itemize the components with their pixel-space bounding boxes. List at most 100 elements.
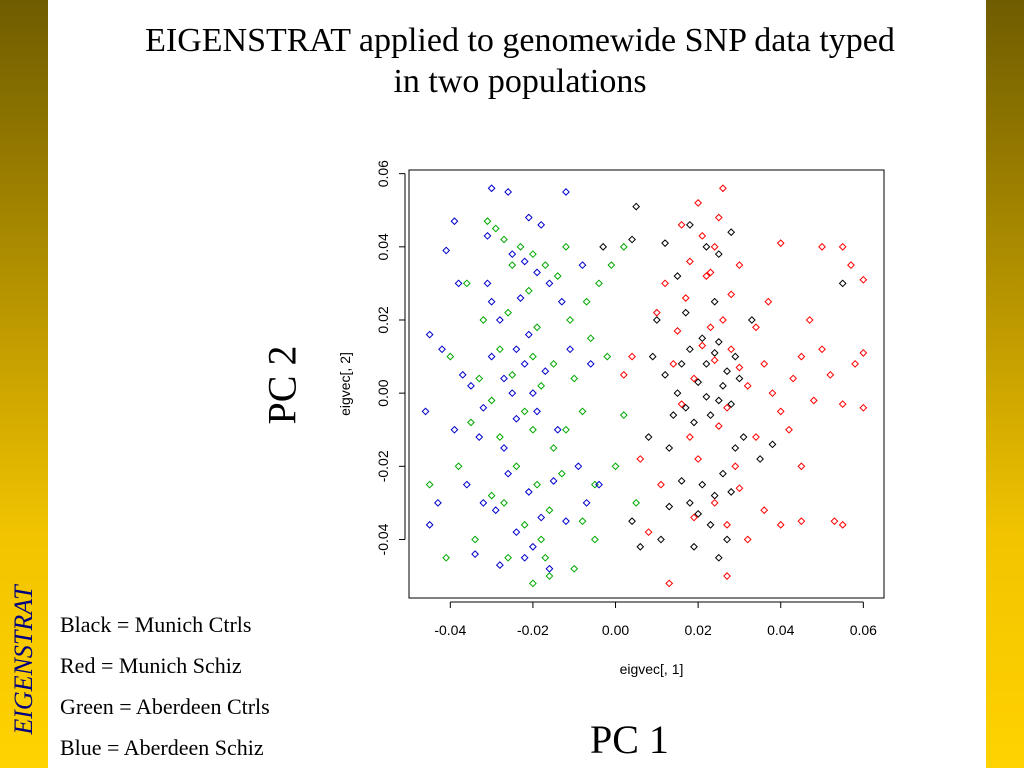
data-point xyxy=(632,498,641,507)
data-point xyxy=(673,389,682,398)
data-point xyxy=(450,425,459,434)
data-point xyxy=(570,374,579,383)
data-point xyxy=(553,425,562,434)
data-point xyxy=(859,403,868,412)
data-point xyxy=(661,370,669,379)
data-point xyxy=(747,316,756,324)
data-point xyxy=(479,316,488,324)
data-point xyxy=(702,392,711,401)
data-point xyxy=(756,455,764,463)
data-point xyxy=(487,352,496,361)
data-point xyxy=(619,411,628,420)
data-point xyxy=(681,294,690,302)
data-point xyxy=(495,433,504,441)
data-point xyxy=(508,261,517,270)
data-point xyxy=(838,279,847,288)
data-point xyxy=(545,564,554,573)
data-point xyxy=(760,506,769,515)
data-point xyxy=(838,520,847,529)
data-point xyxy=(760,359,769,368)
data-point xyxy=(719,381,727,390)
data-point xyxy=(520,359,529,368)
data-point xyxy=(735,374,744,383)
data-point xyxy=(797,352,806,361)
data-point xyxy=(582,498,591,507)
right-decor-bar xyxy=(986,0,1024,768)
data-point xyxy=(681,308,690,317)
data-point xyxy=(541,367,550,376)
data-point xyxy=(529,389,537,398)
data-point xyxy=(566,316,574,324)
data-point xyxy=(545,279,554,288)
data-point xyxy=(487,491,496,500)
data-point xyxy=(851,359,859,368)
data-point xyxy=(809,396,818,405)
data-point xyxy=(628,517,636,526)
x-tick-label: 0.00 xyxy=(602,622,629,638)
data-point xyxy=(487,297,496,306)
data-point xyxy=(818,242,826,251)
data-point xyxy=(491,224,500,233)
data-point xyxy=(818,345,826,354)
data-point xyxy=(719,316,727,324)
data-point xyxy=(537,220,546,229)
data-point xyxy=(475,433,484,441)
x-tick-label: -0.04 xyxy=(434,622,466,638)
data-point xyxy=(425,330,434,339)
data-point xyxy=(694,509,703,518)
data-point xyxy=(483,217,492,226)
legend-item-munich-schiz: Red = Munich Schiz xyxy=(60,653,242,678)
data-point xyxy=(483,279,492,288)
data-point xyxy=(735,484,744,493)
data-point xyxy=(578,407,587,416)
data-point xyxy=(487,396,496,405)
data-point xyxy=(529,425,537,434)
data-point xyxy=(859,275,868,284)
data-point xyxy=(694,455,703,463)
data-point xyxy=(764,297,773,306)
data-point xyxy=(434,498,442,507)
data-point xyxy=(508,389,517,398)
data-point xyxy=(797,462,806,471)
data-point xyxy=(652,308,661,317)
data-point xyxy=(446,352,455,361)
data-point xyxy=(421,407,430,416)
data-point xyxy=(545,506,554,515)
data-point xyxy=(524,330,533,339)
data-point xyxy=(714,213,723,222)
data-point xyxy=(677,220,686,229)
data-point xyxy=(727,488,736,496)
data-point xyxy=(586,334,595,343)
data-point xyxy=(673,272,682,280)
data-point xyxy=(628,352,636,361)
data-point xyxy=(438,345,446,354)
data-point xyxy=(607,261,616,270)
data-point xyxy=(632,202,641,211)
data-point xyxy=(830,517,839,526)
x-axis-label: eigvec[, 1] xyxy=(620,661,684,677)
data-point xyxy=(805,316,814,324)
data-point xyxy=(752,433,760,441)
y-tick-label: -0.04 xyxy=(375,523,391,555)
title-line-2: in two populations xyxy=(393,63,647,100)
data-point xyxy=(425,480,434,489)
data-point xyxy=(739,433,748,441)
x-tick-label: 0.04 xyxy=(767,622,794,638)
data-point xyxy=(533,268,541,277)
data-point xyxy=(562,242,570,251)
data-point xyxy=(690,374,698,383)
data-point xyxy=(636,542,645,551)
data-point xyxy=(677,477,686,485)
data-point xyxy=(706,323,715,332)
data-point xyxy=(557,469,566,478)
data-point xyxy=(574,462,583,471)
data-point xyxy=(710,348,719,357)
data-point xyxy=(537,535,546,544)
data-point xyxy=(562,425,570,434)
data-point xyxy=(636,455,645,463)
data-point xyxy=(677,359,686,368)
data-point xyxy=(669,411,678,420)
data-point xyxy=(590,480,599,489)
data-point xyxy=(723,520,731,529)
data-point xyxy=(702,242,711,251)
